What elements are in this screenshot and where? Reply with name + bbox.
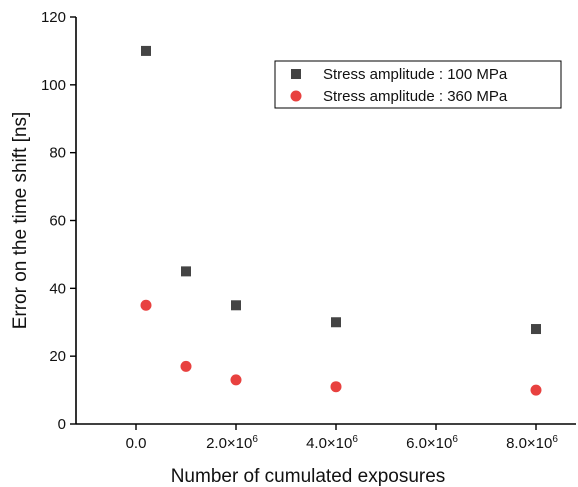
x-tick-exponent: 6	[452, 434, 458, 445]
y-tick-label: 100	[41, 77, 66, 94]
y-tick-label: 40	[49, 280, 66, 297]
x-tick-exponent: 6	[252, 434, 258, 445]
x-axis-title: Number of cumulated exposures	[171, 466, 446, 487]
x-tick-exponent: 6	[552, 434, 558, 445]
series-360mpa-point	[180, 360, 192, 372]
series-100mpa-point	[331, 317, 341, 328]
x-tick-label: 6.0×106	[406, 434, 458, 452]
series-360mpa-point	[140, 299, 152, 311]
x-tick-label: 8.0×106	[506, 434, 558, 452]
series-100mpa-point	[181, 266, 191, 277]
series-360mpa-point	[530, 384, 542, 396]
axis-ticks: 0 20 40 60 80 100 120 0.0 2.0×106 4.0×106 6.0×106 8…	[41, 9, 558, 452]
x-tick-label: 0.0	[126, 435, 147, 452]
series-100mpa-point	[531, 324, 541, 335]
x-tick-label: 2.0×106	[206, 434, 258, 452]
data-points	[140, 45, 542, 396]
legend-label: Stress amplitude : 100 MPa	[323, 66, 508, 83]
y-tick-label: 20	[49, 348, 66, 365]
series-360mpa-point	[330, 381, 342, 393]
y-axis-title: Error on the time shift [ns]	[10, 112, 31, 330]
legend-marker-square	[291, 69, 301, 79]
x-tick-exponent: 6	[352, 434, 358, 445]
x-tick-label: 4.0×106	[306, 434, 358, 452]
series-100mpa-point	[231, 300, 241, 311]
legend-marker-circle	[290, 90, 302, 102]
legend-label: Stress amplitude : 360 MPa	[323, 88, 508, 105]
y-tick-label: 80	[49, 145, 66, 162]
y-tick-label: 60	[49, 213, 66, 230]
legend-box	[274, 60, 562, 109]
legend: Stress amplitude : 100 MPa Stress amplitu…	[274, 60, 562, 109]
series-360mpa-point	[230, 374, 242, 386]
y-tick-label: 120	[41, 9, 66, 26]
y-tick-label: 0	[58, 416, 66, 433]
series-100mpa-point	[141, 45, 151, 56]
